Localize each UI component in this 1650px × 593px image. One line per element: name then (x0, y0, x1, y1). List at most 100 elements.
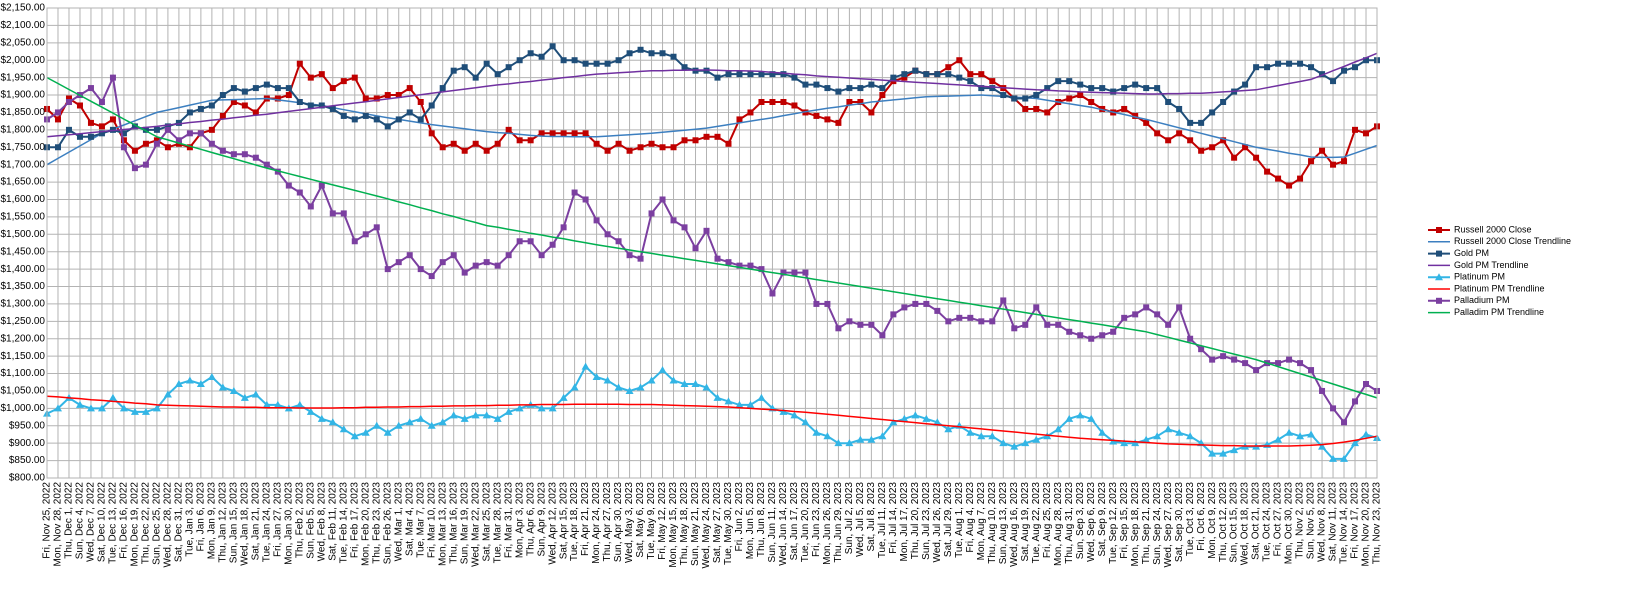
data-point (725, 140, 732, 147)
data-point (977, 432, 986, 440)
x-tick-label: Mon, Aug 7, 2023 (976, 482, 987, 561)
data-point (802, 269, 809, 276)
data-point (131, 165, 138, 172)
x-tick-label: Fri, Jan 6, 2023 (196, 482, 207, 552)
data-point (1363, 130, 1370, 137)
data-point (504, 407, 513, 415)
data-point (472, 262, 479, 269)
data-point (989, 318, 996, 325)
y-tick-label: $1,500.00 (1, 229, 46, 240)
data-point (746, 400, 755, 408)
data-point (295, 400, 304, 408)
data-point (769, 290, 776, 297)
data-point (856, 435, 865, 443)
data-point (647, 376, 656, 384)
data-point (604, 60, 611, 67)
data-point (670, 217, 677, 224)
data-point (956, 74, 963, 81)
data-point (1340, 454, 1349, 462)
data-point (516, 238, 523, 245)
data-point (1242, 144, 1249, 151)
data-point (76, 102, 83, 109)
data-point (1055, 321, 1062, 328)
x-tick-label: Tue, Aug 1, 2023 (954, 482, 965, 558)
x-tick-label: Fri, Oct 6, 2023 (1196, 482, 1207, 551)
data-point (1066, 78, 1073, 85)
data-point (1154, 85, 1161, 92)
x-tick-label: Sun, Apr 9, 2023 (536, 482, 547, 557)
x-tick-label: Thu, Aug 31, 2023 (1064, 482, 1075, 564)
data-point (1363, 57, 1370, 64)
data-point (1297, 60, 1304, 67)
x-tick-label: Sun, Oct 15, 2023 (1229, 482, 1240, 563)
x-tick-label: Sun, Apr 30, 2023 (613, 482, 624, 563)
data-point (1054, 425, 1063, 433)
data-point (87, 85, 94, 92)
data-point (450, 67, 457, 74)
data-point (142, 126, 149, 133)
x-tick-label: Tue, Jul 11, 2023 (877, 482, 888, 559)
x-tick-label: Wed, Feb 8, 2023 (316, 482, 327, 562)
x-tick-label: Mon, Nov 28, 2022 (53, 482, 64, 567)
data-point (1110, 328, 1117, 335)
data-point (372, 421, 381, 429)
data-point (131, 123, 138, 130)
data-point (406, 109, 413, 116)
data-point (1187, 119, 1194, 126)
data-point (1066, 95, 1073, 102)
data-point (1022, 105, 1029, 112)
data-point (868, 321, 875, 328)
data-point (196, 380, 205, 387)
data-point (999, 439, 1008, 447)
x-tick-label: Sat, Mar 4, 2023 (404, 482, 415, 556)
x-tick-label: Thu, Apr 6, 2023 (525, 482, 536, 556)
data-point (1253, 64, 1260, 71)
x-tick-label: Fri, Dec 16, 2022 (119, 482, 130, 559)
y-tick-label: $2,050.00 (1, 37, 46, 48)
data-point (384, 266, 391, 273)
data-point (857, 85, 864, 92)
data-point (1308, 158, 1315, 165)
data-point (1275, 360, 1282, 367)
legend-item: Gold PM Trendline (1428, 260, 1529, 270)
data-point (153, 126, 160, 133)
data-point (791, 269, 798, 276)
data-point (879, 332, 886, 339)
data-point (901, 304, 908, 311)
data-point (1120, 439, 1129, 447)
data-point (868, 81, 875, 88)
data-point (493, 414, 502, 422)
x-tick-label: Sun, Mar 19, 2023 (459, 482, 470, 565)
legend-label: Gold PM (1454, 248, 1489, 258)
data-point (747, 109, 754, 116)
data-point (494, 262, 501, 269)
y-tick-label: $1,400.00 (1, 264, 46, 275)
data-point (340, 210, 347, 217)
data-point (1132, 81, 1139, 88)
data-point (175, 119, 182, 126)
data-point (1099, 85, 1106, 92)
data-point (427, 421, 436, 429)
data-point (769, 99, 776, 105)
data-point (417, 266, 424, 273)
y-tick-label: $1,150.00 (1, 351, 46, 362)
data-point (1187, 137, 1194, 144)
x-tick-label: Mon, Jul 17, 2023 (899, 482, 910, 562)
data-point (65, 126, 72, 133)
data-point (966, 428, 975, 436)
y-tick-label: $1,200.00 (1, 333, 46, 344)
x-tick-label: Sat, Dec 10, 2022 (97, 482, 108, 562)
data-point (175, 137, 182, 144)
data-point (1330, 161, 1337, 168)
data-point (130, 407, 139, 415)
data-point (659, 50, 666, 57)
data-point (813, 81, 820, 88)
data-point (1165, 137, 1172, 144)
data-point (142, 161, 149, 168)
data-point (747, 262, 754, 269)
data-point (153, 140, 160, 147)
data-point (790, 411, 799, 419)
legend-item: Russell 2000 Close Trendline (1428, 236, 1571, 246)
x-tick-label: Sat, Mar 25, 2023 (481, 482, 492, 562)
data-point (483, 259, 490, 266)
